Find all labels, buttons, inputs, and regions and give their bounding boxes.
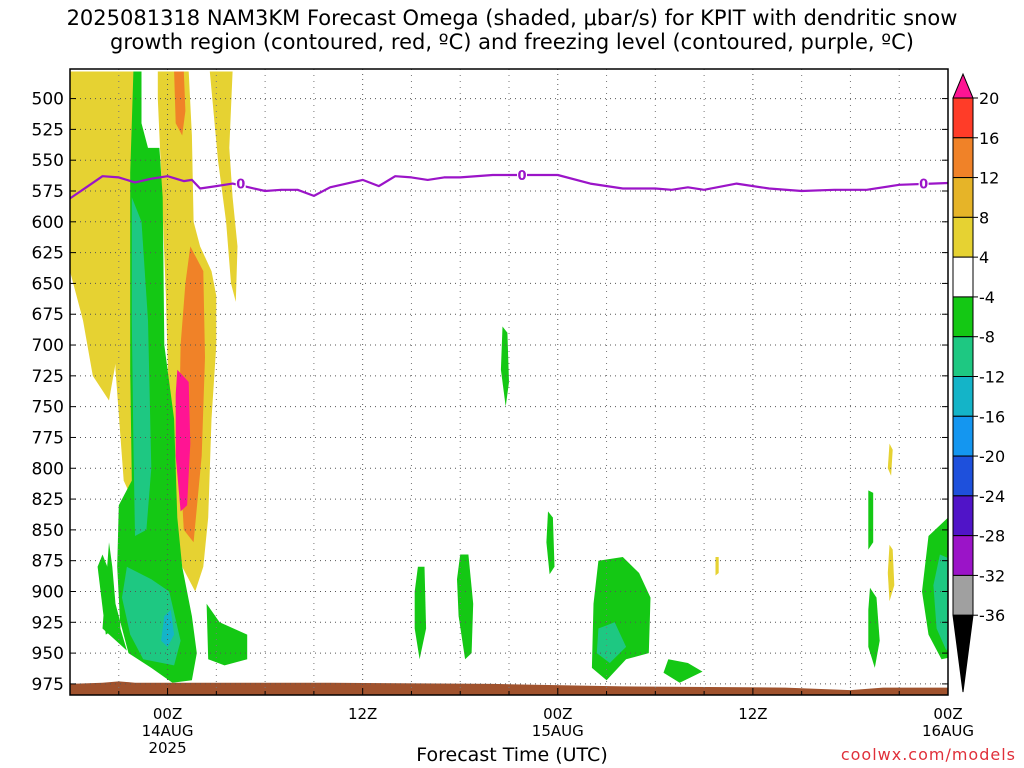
y-tick-label: 850 xyxy=(32,521,64,541)
y-tick-label: 550 xyxy=(32,151,64,171)
colorbar-tick-label: -24 xyxy=(979,487,1005,506)
x-tick-label: 15AUG xyxy=(532,722,584,740)
x-tick-label: 14AUG xyxy=(142,722,194,740)
colorbar-tick-label: -36 xyxy=(979,606,1005,625)
omega-region-22 xyxy=(868,490,874,550)
colorbar-segment xyxy=(952,216,974,258)
omega-region-21 xyxy=(887,443,893,476)
colorbar-segment xyxy=(952,415,974,457)
y-tick-label: 525 xyxy=(32,120,64,140)
y-tick-label: 975 xyxy=(32,675,64,695)
omega-region-8 xyxy=(206,603,248,666)
y-tick-label: 950 xyxy=(32,644,64,664)
colorbar-segment xyxy=(952,296,974,338)
x-axis-label: Forecast Time (UTC) xyxy=(416,744,608,766)
colorbar-segment xyxy=(952,177,974,218)
chart-title-line2: growth region (contoured, red, ºC) and f… xyxy=(110,30,914,54)
omega-region-4 xyxy=(174,71,186,136)
omega-region-26 xyxy=(933,554,948,651)
y-tick-label: 675 xyxy=(32,305,64,325)
y-tick-label: 500 xyxy=(32,90,64,110)
omega-region-14 xyxy=(457,554,474,660)
y-tick-label: 775 xyxy=(32,428,64,448)
y-tick-label: 800 xyxy=(32,459,64,479)
colorbar-segment xyxy=(952,574,974,616)
colorbar-segment xyxy=(952,535,974,576)
colorbar-top-triangle xyxy=(952,72,974,99)
y-tick-label: 900 xyxy=(32,582,64,602)
y-tick-label: 650 xyxy=(32,274,64,294)
chart-title: 2025081318 NAM3KM Forecast Omega (shaded… xyxy=(0,6,1024,54)
omega-region-20 xyxy=(715,557,719,576)
omega-region-16 xyxy=(546,511,555,575)
omega-region-9 xyxy=(97,554,116,635)
colorbar-segment xyxy=(952,455,974,497)
freezing-level-label-bg xyxy=(918,175,929,191)
colorbar-tick-label: -20 xyxy=(979,447,1005,466)
freezing-level-label: 0 xyxy=(919,178,928,193)
y-tick-label: 725 xyxy=(32,367,64,387)
colorbar-bottom-triangle xyxy=(952,614,974,693)
omega-region-13 xyxy=(414,566,427,660)
omega-region-19 xyxy=(663,659,703,683)
colorbar-segment xyxy=(952,336,974,378)
y-tick-label: 875 xyxy=(32,552,64,572)
credit-link[interactable]: coolwx.com/models xyxy=(840,745,1016,764)
freezing-level-label: 0 xyxy=(517,169,526,184)
colorbar-segment xyxy=(952,137,974,179)
x-tick-label: 12Z xyxy=(738,705,767,723)
colorbar-tick-label: -16 xyxy=(979,407,1005,426)
omega-region-18 xyxy=(596,622,627,663)
omega-region-23 xyxy=(887,544,895,602)
y-tick-label: 575 xyxy=(32,182,64,202)
colorbar-tick-label: -32 xyxy=(979,566,1005,585)
x-tick-label: 2025 xyxy=(148,739,186,757)
y-tick-label: 625 xyxy=(32,244,64,264)
x-tick-label: 00Z xyxy=(933,705,962,723)
plot-area: 0 0 0 xyxy=(70,69,948,695)
terrain-fill xyxy=(70,681,948,695)
omega-region-15 xyxy=(500,326,509,407)
colorbar-segment xyxy=(952,97,974,139)
omega-region-10 xyxy=(131,197,152,536)
freezing-level-label: 0 xyxy=(236,178,245,193)
colorbar-tick-label: 8 xyxy=(979,208,989,227)
x-tick-label: 12Z xyxy=(348,705,377,723)
omega-region-7 xyxy=(102,71,197,683)
colorbar-tick-label: -12 xyxy=(979,368,1005,387)
colorbar-tick-label: -4 xyxy=(979,288,995,307)
x-tick-label: 16AUG xyxy=(922,722,974,740)
omega-region-24 xyxy=(868,587,880,668)
colorbar-tick-label: -28 xyxy=(979,527,1005,546)
freezing-level-label-bg xyxy=(517,166,528,182)
freezing-level-line xyxy=(70,173,948,200)
omega-region-12 xyxy=(161,610,175,647)
chart-title-line1: 2025081318 NAM3KM Forecast Omega (shaded… xyxy=(66,6,958,30)
y-tick-label: 750 xyxy=(32,398,64,418)
colorbar-segment xyxy=(952,376,974,417)
freezing-level-label-bg xyxy=(235,175,246,191)
omega-region-17 xyxy=(591,557,651,681)
colorbar-tick-label: 16 xyxy=(979,129,999,148)
y-tick-label: 925 xyxy=(32,613,64,633)
colorbar-segment xyxy=(952,495,974,537)
colorbar-tick-label: 4 xyxy=(979,248,989,267)
x-tick-label: 00Z xyxy=(153,705,182,723)
colorbar-tick-label: -8 xyxy=(979,328,995,347)
y-tick-label: 825 xyxy=(32,490,64,510)
colorbar-segment xyxy=(952,256,974,298)
omega-region-6 xyxy=(175,369,191,512)
colorbar-tick-label: 12 xyxy=(979,169,999,188)
x-tick-label: 00Z xyxy=(543,705,572,723)
y-tick-label: 600 xyxy=(32,213,64,233)
y-tick-label: 700 xyxy=(32,336,64,356)
colorbar-tick-label: 20 xyxy=(979,89,999,108)
